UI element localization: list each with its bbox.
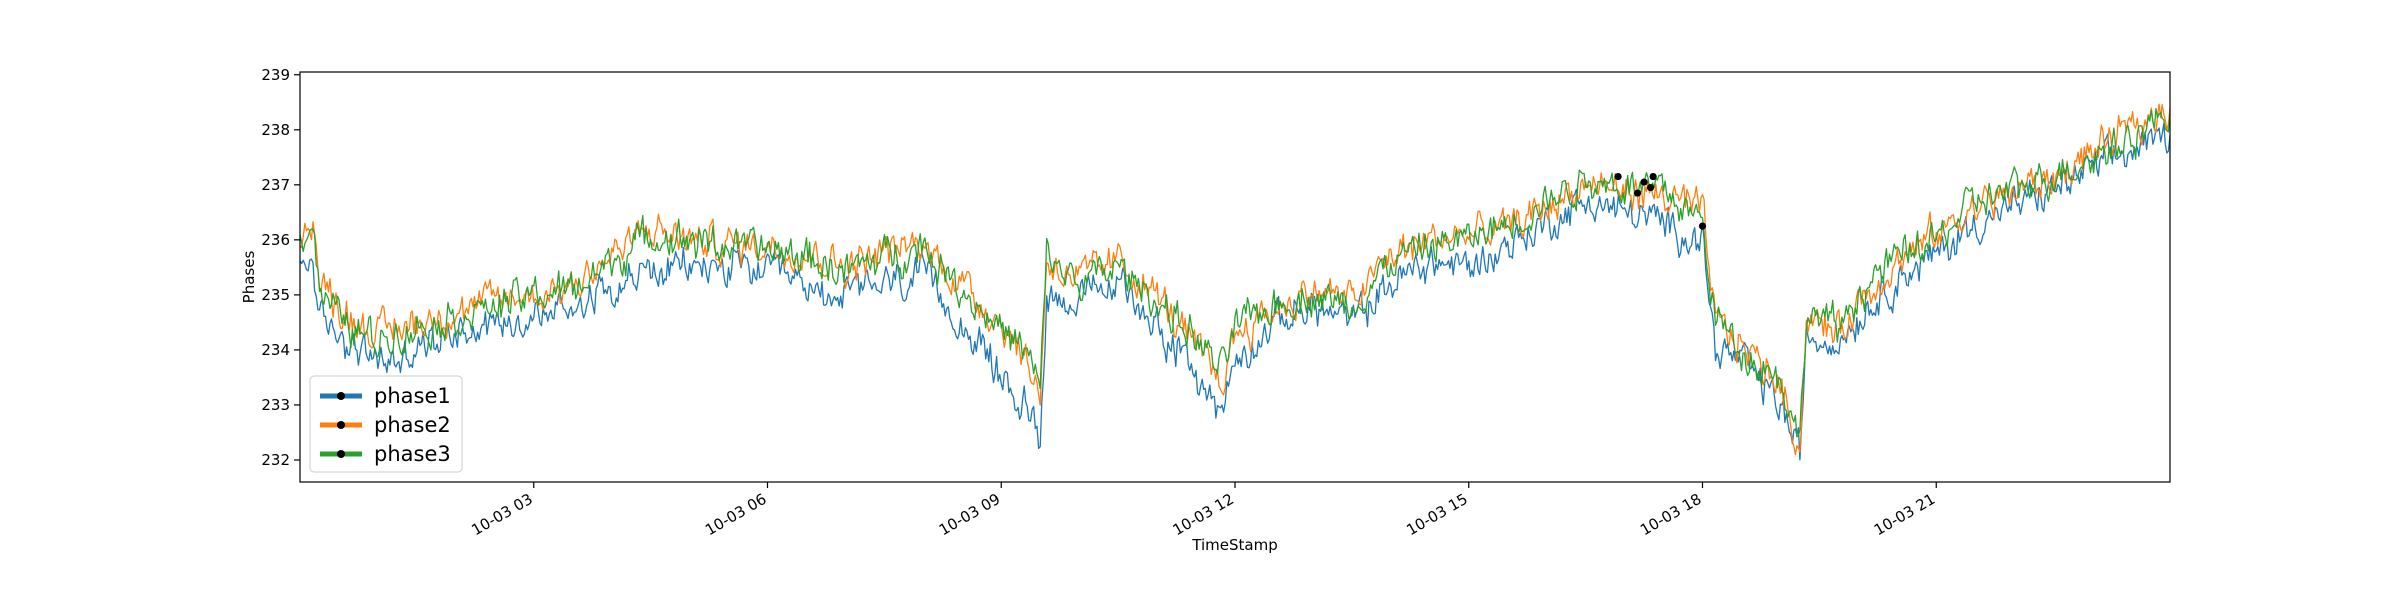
y-axis-label: Phases [240,251,258,304]
data-marker [1640,178,1648,186]
y-axis: 232 233 234 235 236 237 238 239 [261,66,300,469]
y-tick-label: 237 [261,176,290,194]
series-line-phase2 [299,103,2171,456]
x-tick-label: 10-03 21 [1871,490,1938,539]
legend-marker [337,392,345,400]
legend-marker [337,450,345,458]
data-marker [1646,183,1655,192]
y-tick-label: 239 [261,66,290,84]
x-tick-label: 10-03 06 [702,490,769,539]
y-tick-label: 234 [261,341,290,359]
y-tick-label: 235 [261,286,290,304]
x-tick-label: 10-03 09 [936,490,1003,539]
x-tick-label: 10-03 12 [1170,490,1237,539]
series-layer [299,103,2171,461]
series-line-phase1 [299,122,2171,461]
x-tick-label: 10-03 18 [1637,490,1704,539]
data-marker [1614,172,1622,181]
legend: phase1 phase2 phase3 [309,375,463,473]
legend-label-phase1: phase1 [374,384,451,408]
x-tick-label: 10-03 03 [468,490,535,539]
data-marker [1633,189,1642,197]
x-tick-label: 10-03 15 [1403,490,1470,539]
y-tick-label: 232 [261,451,290,469]
y-tick-label: 233 [261,396,290,414]
y-tick-label: 236 [261,231,290,249]
legend-label-phase2: phase2 [374,413,451,437]
data-marker [1649,172,1657,181]
marker-layer [1614,172,1707,230]
x-axis: 10-03 03 10-03 06 10-03 09 10-03 12 10-03 15… [468,482,1938,539]
x-axis-label: TimeStamp [1191,536,1277,554]
legend-label-phase3: phase3 [374,442,451,466]
legend-box [309,375,463,473]
legend-entries: phase1 phase2 phase3 [320,384,451,466]
legend-marker [337,421,345,429]
series-line-phase3 [299,107,2171,438]
y-tick-label: 238 [261,121,290,139]
data-marker [1698,222,1707,230]
plot-frame [299,71,2171,483]
